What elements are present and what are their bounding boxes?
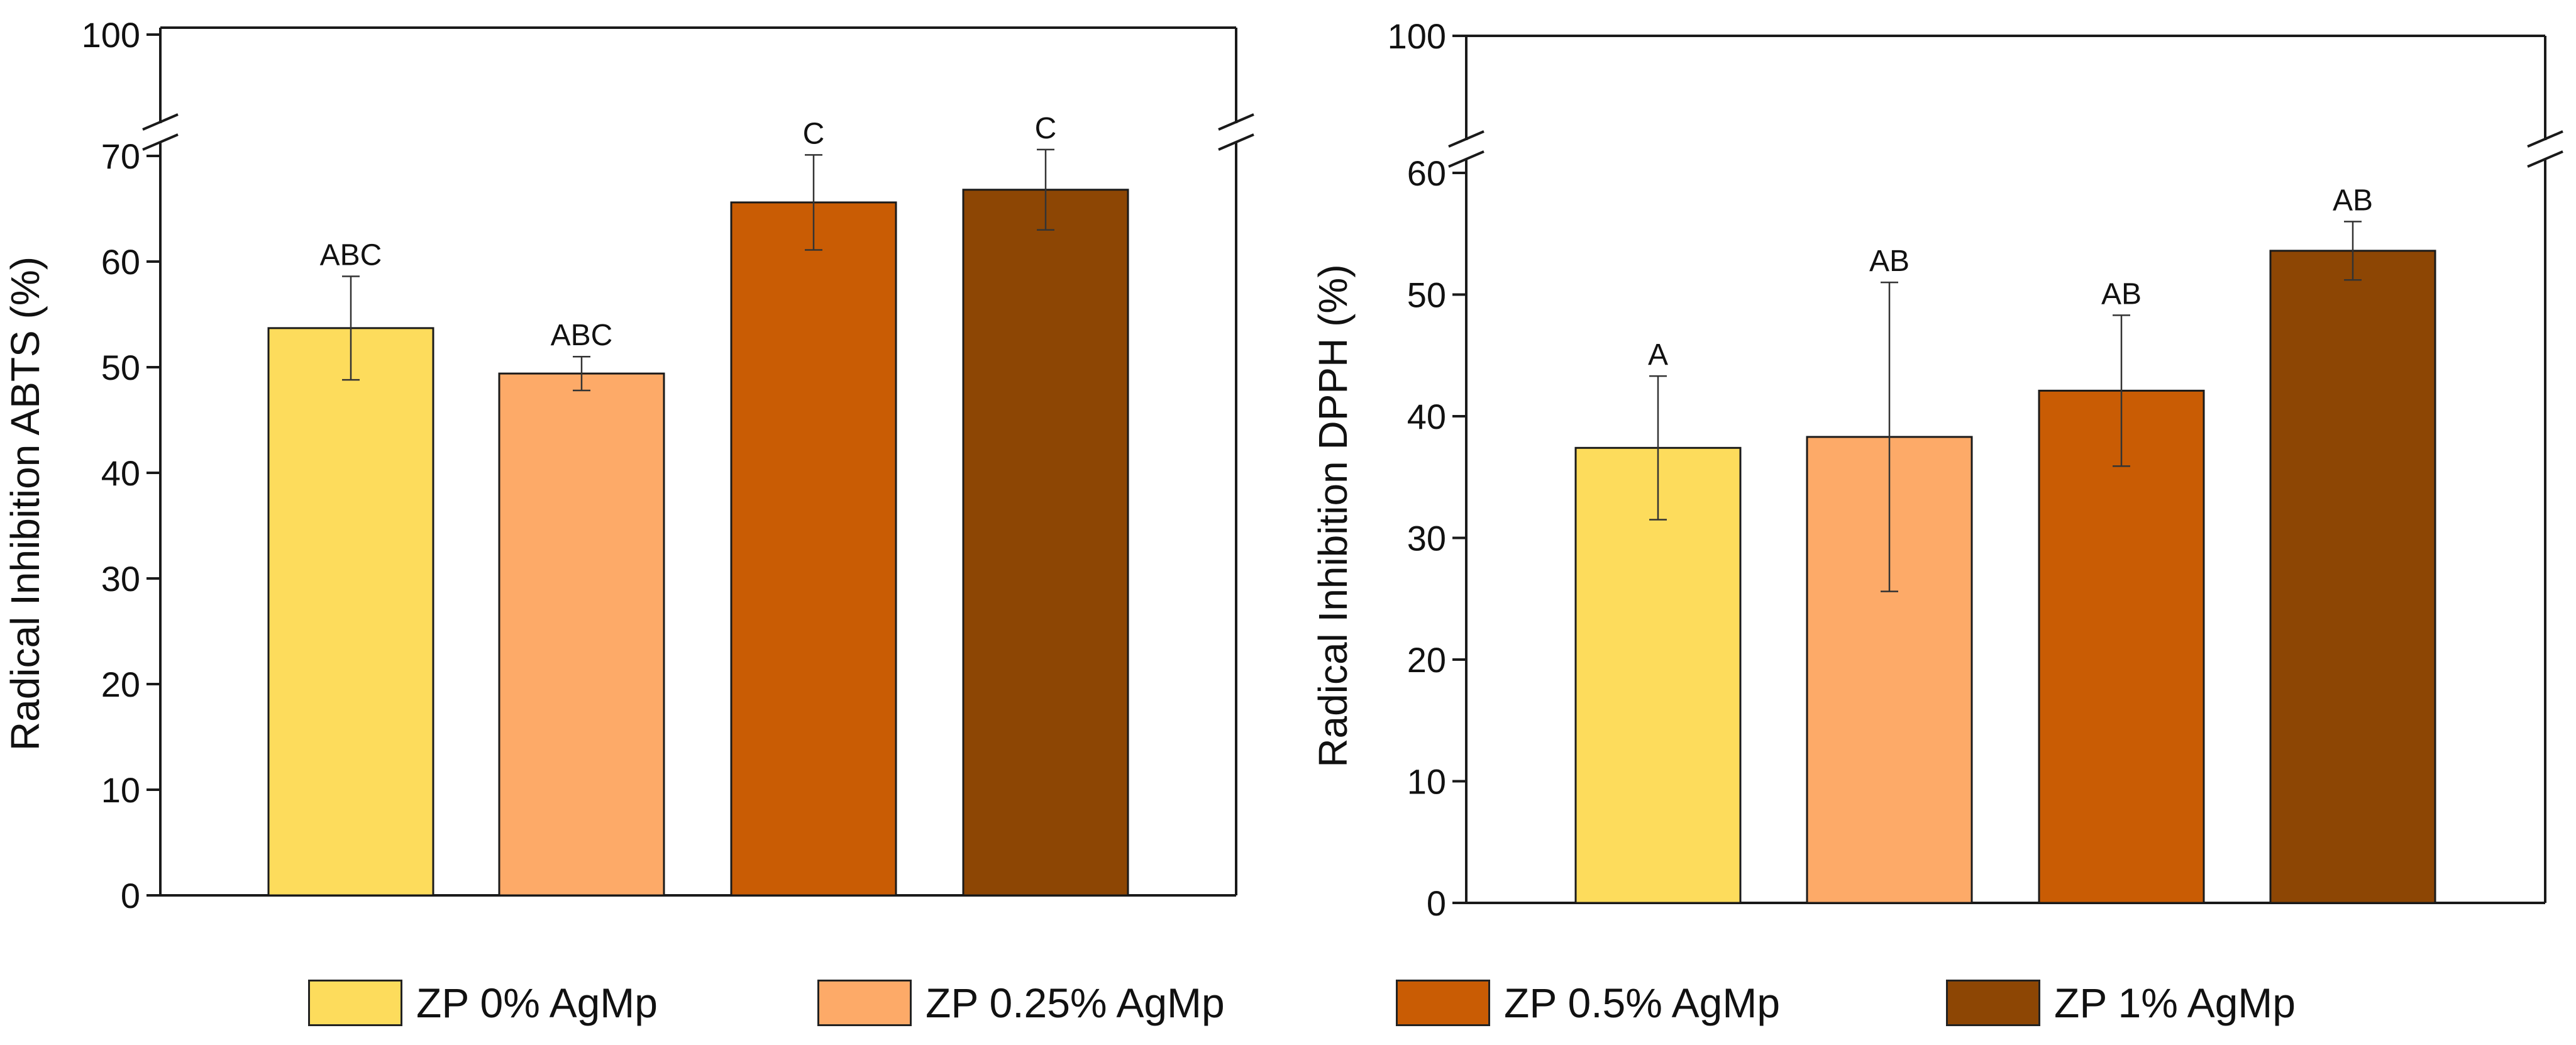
axis-break-left-2 <box>1448 150 1484 168</box>
bar-letter-label: A <box>1648 338 1668 372</box>
axis-break-left-1 <box>142 113 179 131</box>
y-axis-label: Radical Inhibition DPPH (%) <box>1310 264 1356 767</box>
legend-label-zp-025: ZP 0.25% AgMp <box>926 980 1225 1026</box>
bar-letter-label: C <box>803 117 825 150</box>
bar <box>267 327 434 897</box>
bar <box>962 189 1129 897</box>
y-tick-label: 50 <box>1407 275 1446 315</box>
y-tick-label: 40 <box>101 453 140 493</box>
y-tick-label: 50 <box>101 348 140 387</box>
legend-item-zp-05: ZP 0.5% AgMp <box>1396 979 1780 1027</box>
legend: ZP 0% AgMp ZP 0.25% AgMp ZP 0.5% AgMp ZP… <box>0 962 2576 1044</box>
axis-break-left-2 <box>142 133 179 151</box>
y-tick-label: 70 <box>101 136 140 176</box>
y-tick-label: 100 <box>82 15 140 55</box>
y-tick-label: 0 <box>1427 883 1446 923</box>
y-tick-label: 40 <box>1407 397 1446 436</box>
legend-swatch-zp-025 <box>817 980 912 1026</box>
axis-break-right-1 <box>1218 113 1254 131</box>
bar <box>498 372 665 897</box>
legend-label-zp-05: ZP 0.5% AgMp <box>1504 980 1781 1026</box>
bar-letter-label: C <box>1035 112 1057 145</box>
legend-swatch-zp-1 <box>1946 980 2040 1026</box>
y-tick-label: 60 <box>1407 153 1446 193</box>
bar-letter-label: ABC <box>320 239 382 272</box>
bar <box>730 201 897 897</box>
y-tick-label: 10 <box>1407 762 1446 802</box>
bar-letter-label: AB <box>2101 277 2142 311</box>
bar-letter-label: ABC <box>551 319 613 352</box>
bar-letter-label: AB <box>1869 245 1910 278</box>
bar <box>2038 389 2205 904</box>
legend-item-zp-0: ZP 0% AgMp <box>308 979 658 1027</box>
y-tick-label: 20 <box>1407 640 1446 680</box>
y-tick-label: 30 <box>101 559 140 599</box>
legend-swatch-zp-05 <box>1396 980 1490 1026</box>
y-tick-label: 60 <box>101 242 140 282</box>
y-tick-label: 0 <box>121 876 140 915</box>
legend-label-zp-0: ZP 0% AgMp <box>416 980 658 1026</box>
legend-item-zp-1: ZP 1% AgMp <box>1946 979 2296 1027</box>
y-tick-label: 10 <box>101 770 140 810</box>
y-tick-label: 100 <box>1388 16 1446 56</box>
abts-chart: 0 10 20 30 40 50 60 70 100 Radical Inhibition ABT… <box>3 15 1254 915</box>
dpph-chart: 0 10 20 30 40 50 60 100 Radical Inhibition DPPH … <box>1310 16 2563 923</box>
axis-break-left-1 <box>1448 130 1484 148</box>
axis-break-right-1 <box>2527 130 2563 148</box>
axis-break-right-2 <box>2527 150 2563 168</box>
legend-label-zp-1: ZP 1% AgMp <box>2054 980 2296 1026</box>
bar <box>1574 446 1742 904</box>
bar <box>2269 250 2436 904</box>
legend-swatch-zp-0 <box>308 980 402 1026</box>
y-tick-label: 30 <box>1407 519 1446 558</box>
axis-break-right-2 <box>1218 133 1254 151</box>
y-axis-label: Radical Inhibition ABTS (%) <box>3 257 48 751</box>
bar-letter-label: AB <box>2333 184 2373 217</box>
legend-item-zp-025: ZP 0.25% AgMp <box>817 979 1225 1027</box>
y-tick-label: 20 <box>101 665 140 704</box>
